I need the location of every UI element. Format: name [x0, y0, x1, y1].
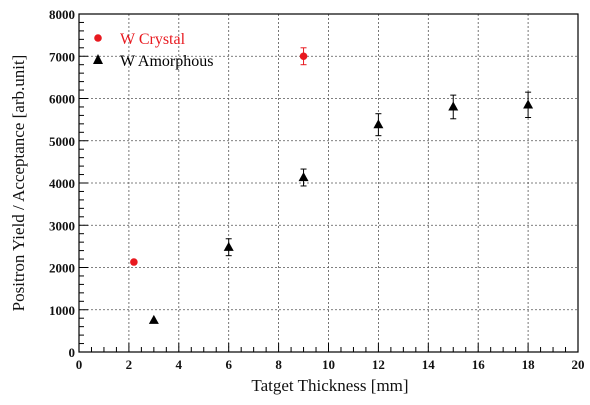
y-tick-label: 1000	[49, 303, 75, 318]
x-tick-label: 18	[522, 357, 536, 372]
series-w-amorphous	[148, 91, 534, 324]
data-point-triangle	[223, 241, 234, 251]
y-tick-label: 2000	[49, 261, 75, 276]
y-tick-label: 6000	[49, 92, 75, 107]
x-axis-title: Tatget Thickness [mm]	[251, 376, 408, 395]
data-point-triangle	[523, 99, 534, 109]
y-tick-label: 8000	[49, 7, 75, 22]
data-point-triangle	[448, 101, 459, 111]
legend-label: W Amorphous	[120, 53, 213, 70]
x-tick-label: 6	[225, 357, 232, 372]
x-tick-label: 8	[275, 357, 282, 372]
data-point-circle	[299, 52, 308, 61]
data-point-triangle	[373, 119, 384, 129]
axis-tick-labels: 0 2 4 6 8 10 12 14 16 18 20 0 1000 2000 3000 4000 5000 60…	[49, 7, 585, 372]
series-w-crystal	[130, 47, 308, 266]
x-tick-label: 14	[422, 357, 436, 372]
grid-lines	[79, 14, 578, 352]
x-tick-label: 4	[176, 357, 183, 372]
x-tick-label: 10	[322, 357, 335, 372]
data-point-triangle	[148, 314, 159, 324]
y-tick-label: 7000	[49, 49, 75, 64]
legend-label: W Crystal	[120, 31, 186, 48]
legend: W Crystal W Amorphous	[93, 31, 213, 70]
y-tick-label: 5000	[49, 134, 75, 149]
x-tick-label: 2	[126, 357, 133, 372]
y-tick-label: 3000	[49, 218, 75, 233]
data-point-triangle	[298, 172, 309, 182]
x-tick-label: 20	[572, 357, 585, 372]
y-axis-title: Positron Yield / Acceptance [arb.unit]	[9, 55, 28, 312]
legend-item: W Amorphous	[93, 53, 213, 70]
y-tick-label: 0	[69, 345, 76, 360]
y-tick-label: 4000	[49, 176, 75, 191]
data-series	[130, 47, 534, 324]
legend-item: W Crystal	[94, 31, 186, 48]
x-tick-label: 12	[372, 357, 385, 372]
x-tick-label: 16	[472, 357, 486, 372]
x-tick-label: 0	[76, 357, 83, 372]
axis-ticks	[78, 13, 579, 353]
legend-marker-triangle	[93, 54, 103, 64]
legend-marker-circle	[94, 34, 102, 42]
data-point-circle	[130, 258, 138, 266]
